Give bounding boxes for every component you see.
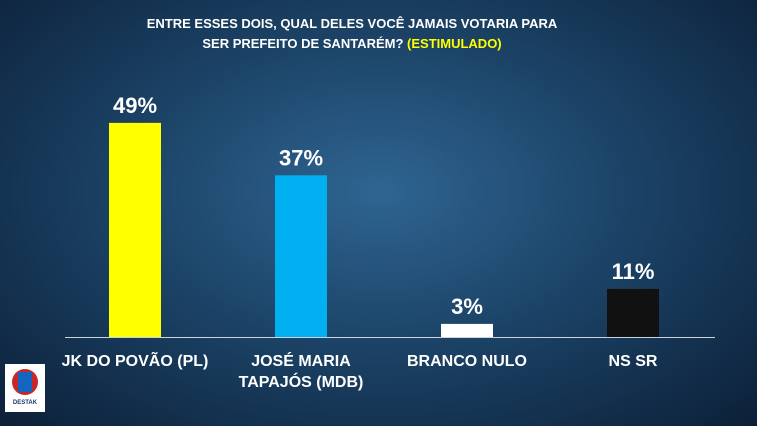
chart-subtitle: SER PREFEITO DE SANTARÉM? — [202, 36, 403, 51]
logo: DESTAK — [5, 364, 45, 412]
x-tick-label: JK DO POVÃO (PL) — [61, 353, 209, 370]
chart-title: ENTRE ESSES DOIS, QUAL DELES VOCÊ JAMAIS… — [147, 16, 558, 31]
bar — [275, 175, 327, 337]
bar — [109, 122, 161, 338]
x-tick-label: NS SR — [608, 353, 658, 370]
x-tick-label: JOSÉ MARIA TAPAJÓS (MDB) — [238, 353, 364, 391]
value-label: 3% — [451, 294, 483, 319]
bar — [607, 288, 659, 337]
x-tick-label: BRANCO NULO — [407, 353, 527, 370]
chart-subtitle-line: SER PREFEITO DE SANTARÉM? (ESTIMULADO) — [202, 36, 501, 51]
value-label: 37% — [279, 145, 323, 170]
highlight: (ESTIMULADO) — [407, 36, 502, 51]
bar — [441, 323, 493, 337]
value-label: 11% — [612, 259, 655, 284]
logo-text: DESTAK — [13, 400, 38, 406]
logo-icon-inner — [18, 372, 32, 392]
value-label: 49% — [113, 93, 157, 118]
